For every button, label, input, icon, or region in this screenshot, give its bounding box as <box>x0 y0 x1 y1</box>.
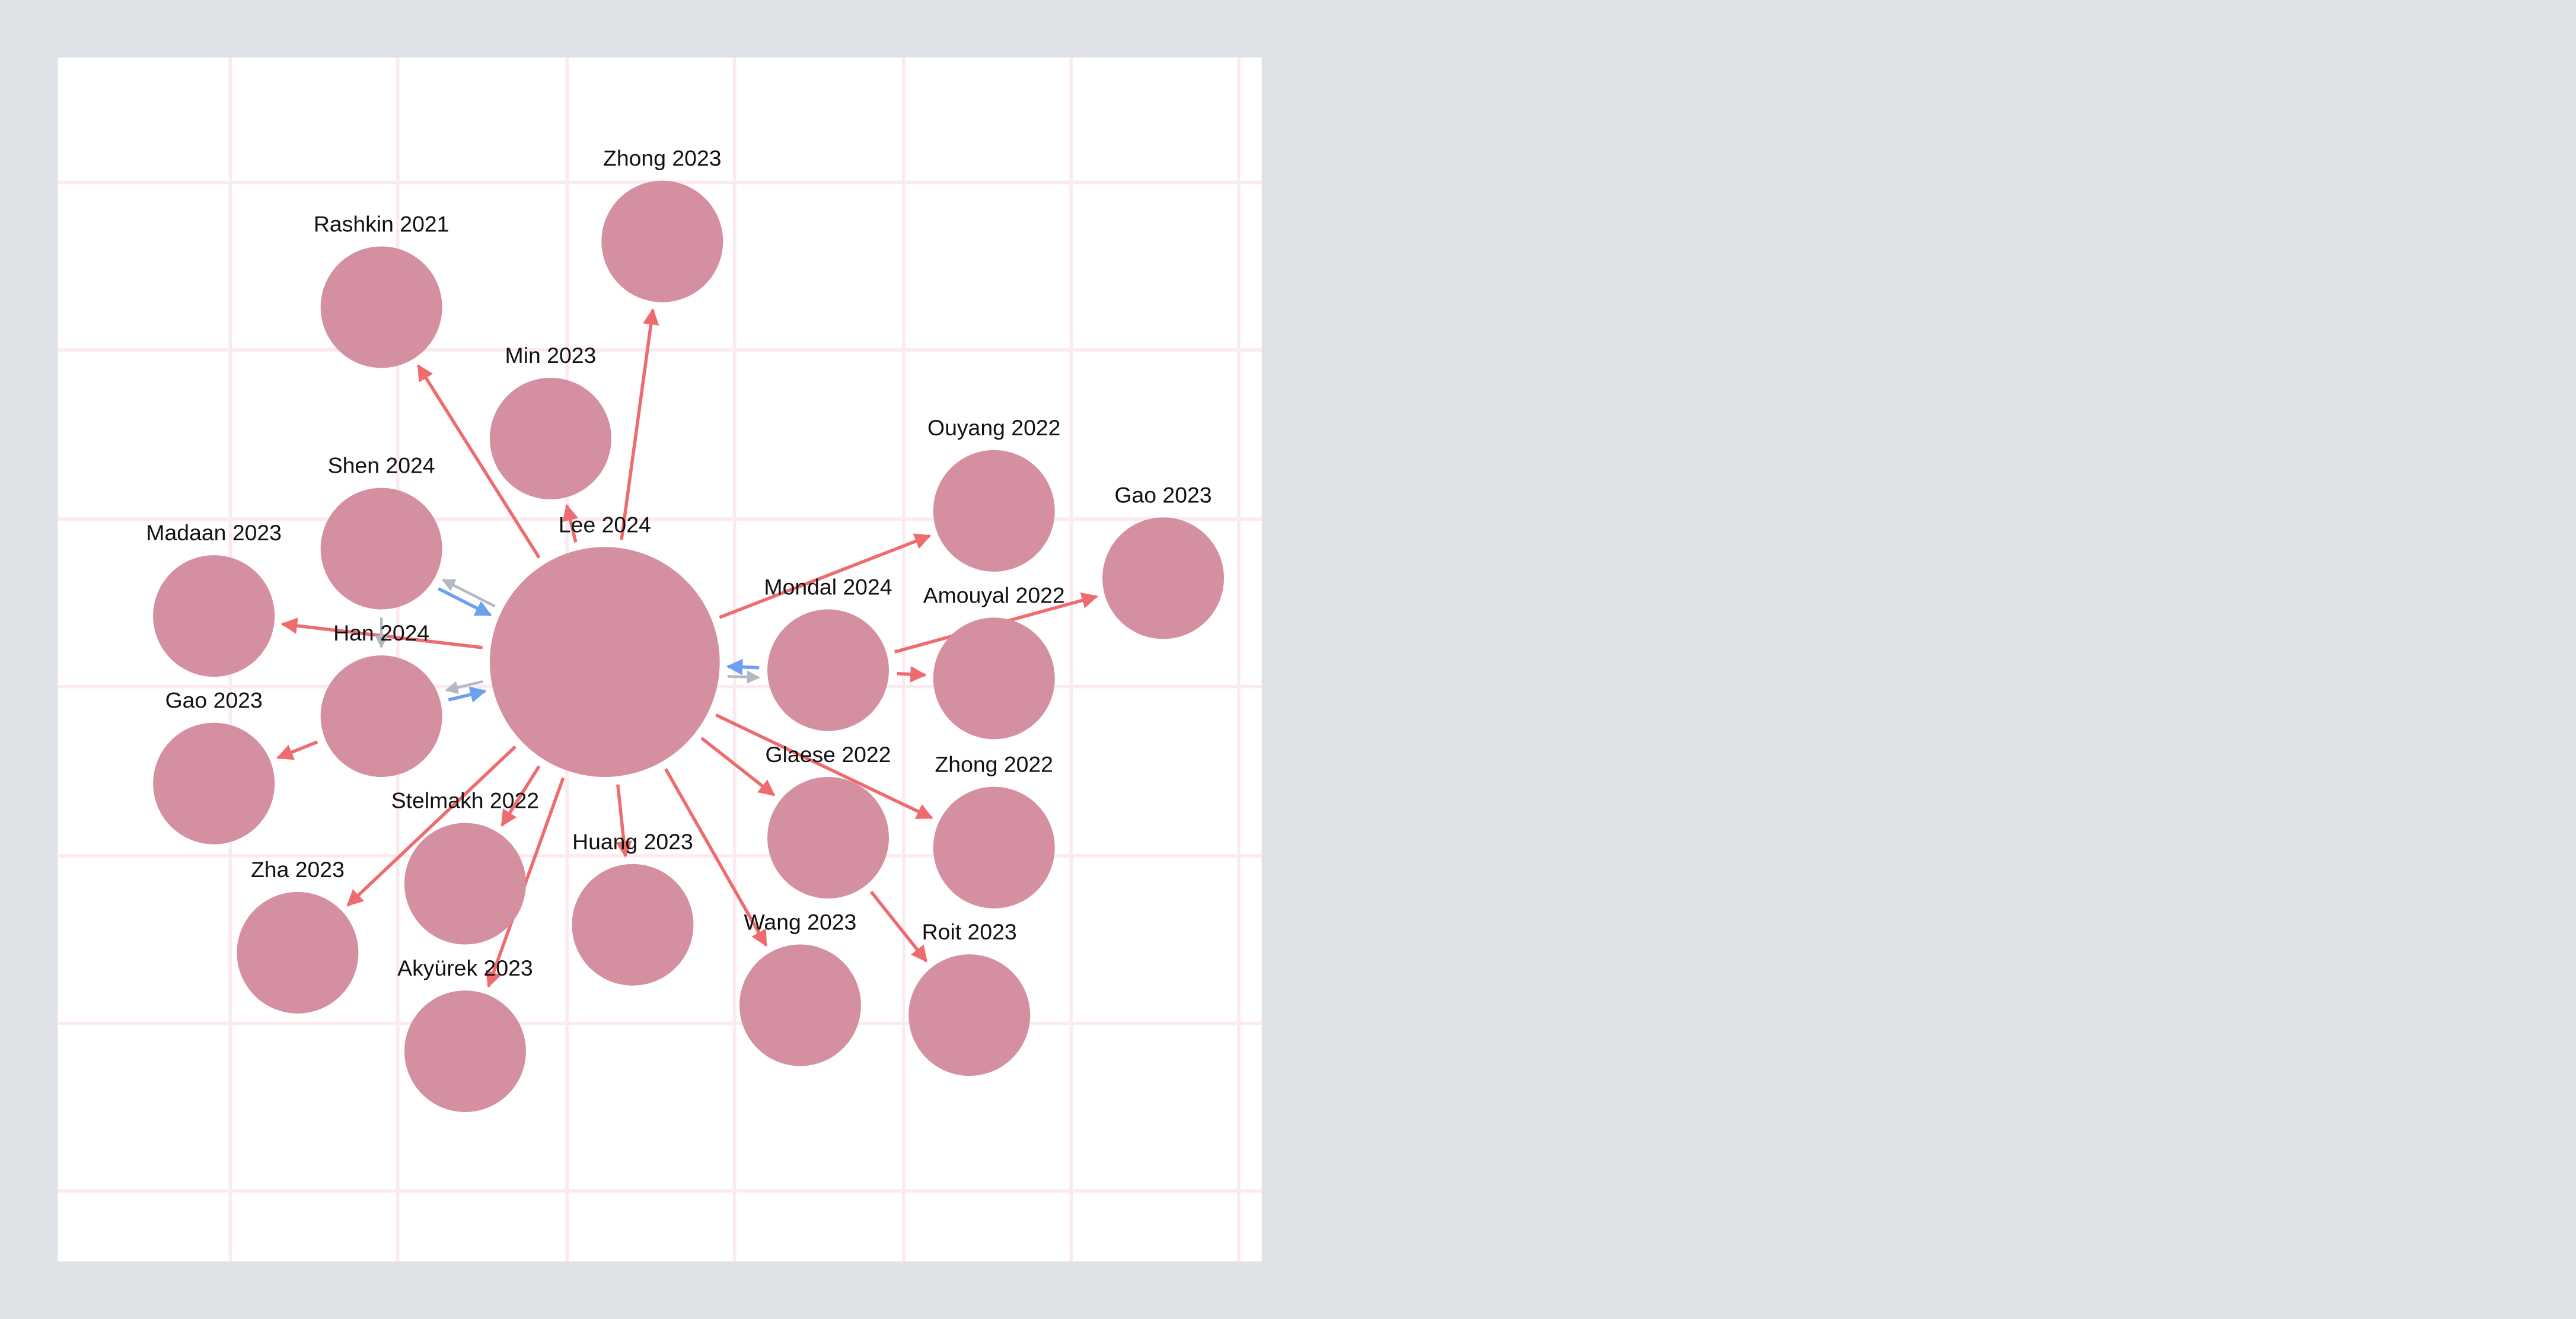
node-circle[interactable] <box>153 555 275 677</box>
node-label: Shen 2024 <box>328 453 435 478</box>
node-circle[interactable] <box>767 777 889 899</box>
node-circle[interactable] <box>767 609 889 731</box>
edge-lee2024-mondal2024 <box>727 670 760 684</box>
node-label: Min 2023 <box>505 343 597 368</box>
nodes: Lee 2024 Zhong 2023 Rashkin 2021 Min 2023 Sh… <box>146 146 1224 1113</box>
node-label: Ouyang 2022 <box>927 415 1060 440</box>
node-circle[interactable] <box>320 488 442 610</box>
node-label: Huang 2023 <box>572 829 693 854</box>
edge-glaese2022-roit2023 <box>869 890 928 963</box>
node-circle[interactable] <box>404 990 526 1113</box>
node-rashkin2021[interactable]: Rashkin 2021 <box>314 212 449 368</box>
node-gao2023a[interactable]: Gao 2023 <box>153 688 275 845</box>
node-circle[interactable] <box>320 655 442 778</box>
node-circle[interactable] <box>572 864 694 986</box>
node-zha2023[interactable]: Zha 2023 <box>237 857 359 1014</box>
node-lee2024[interactable]: Lee 2024 <box>489 512 720 778</box>
node-circle[interactable] <box>1102 517 1224 639</box>
node-label: Amouyal 2022 <box>923 582 1065 607</box>
edge-lee2024-ouyang2022 <box>719 533 932 619</box>
node-zhong2022[interactable]: Zhong 2022 <box>933 752 1055 909</box>
node-circle[interactable] <box>933 450 1055 572</box>
edge-lee2024-wang2023 <box>664 768 768 947</box>
node-label: Lee 2024 <box>559 512 651 537</box>
edge-lee2024-zhong2023 <box>620 308 659 540</box>
node-label: Gao 2023 <box>165 688 263 713</box>
node-label: Akyürek 2023 <box>397 955 533 980</box>
node-circle[interactable] <box>489 378 611 499</box>
node-han2024[interactable]: Han 2024 <box>320 620 442 778</box>
node-label: Han 2024 <box>333 620 429 645</box>
node-circle[interactable] <box>601 180 723 302</box>
edge-mondal2024-amouyal2022 <box>897 666 927 683</box>
node-circle[interactable] <box>908 954 1031 1076</box>
node-gao2023b[interactable]: Gao 2023 <box>1102 483 1224 639</box>
node-label: Stelmakh 2022 <box>391 788 539 813</box>
node-label: Roit 2023 <box>922 919 1017 944</box>
node-amouyal2022[interactable]: Amouyal 2022 <box>923 582 1065 740</box>
edges <box>276 308 1099 988</box>
edge-shen2024-lee2024 <box>438 587 492 617</box>
edge-lee2024-huang2023 <box>616 784 632 858</box>
node-ouyang2022[interactable]: Ouyang 2022 <box>927 415 1060 572</box>
node-madaan2023[interactable]: Madaan 2023 <box>146 520 282 677</box>
edge-lee2024-rashkin2021 <box>416 364 541 559</box>
node-label: Glaese 2022 <box>766 742 891 767</box>
node-zhong2023[interactable]: Zhong 2023 <box>601 146 723 302</box>
edge-lee2024-zhong2022 <box>715 713 933 820</box>
node-label: Zha 2023 <box>251 857 345 882</box>
edge-han2024-lee2024 <box>448 686 487 703</box>
edge-lee2024-glaese2022 <box>700 737 776 797</box>
node-akyurek2023[interactable]: Akyürek 2023 <box>397 955 533 1113</box>
node-circle[interactable] <box>739 944 861 1066</box>
node-stelmakh2022[interactable]: Stelmakh 2022 <box>391 788 539 945</box>
node-label: Madaan 2023 <box>146 520 282 545</box>
node-circle[interactable] <box>237 891 359 1014</box>
node-circle[interactable] <box>320 246 442 368</box>
node-label: Zhong 2022 <box>935 752 1053 777</box>
node-label: Mondal 2024 <box>764 575 892 600</box>
node-circle[interactable] <box>489 547 720 778</box>
node-shen2024[interactable]: Shen 2024 <box>320 453 442 610</box>
edge-han2024-gao2023a <box>276 740 318 760</box>
edge-lee2024-min2023 <box>562 504 579 543</box>
edge-lee2024-zha2023 <box>346 745 517 907</box>
node-label: Gao 2023 <box>1114 483 1212 508</box>
node-label: Rashkin 2021 <box>314 212 449 237</box>
edge-mondal2024-lee2024 <box>726 658 760 676</box>
node-mondal2024[interactable]: Mondal 2024 <box>764 575 892 731</box>
node-wang2023[interactable]: Wang 2023 <box>739 910 861 1066</box>
node-huang2023[interactable]: Huang 2023 <box>572 829 694 986</box>
edge-lee2024-stelmakh2022 <box>500 765 541 827</box>
node-label: Zhong 2023 <box>603 146 722 171</box>
node-circle[interactable] <box>404 823 526 945</box>
node-roit2023[interactable]: Roit 2023 <box>908 919 1031 1076</box>
node-circle[interactable] <box>153 722 275 845</box>
edge-lee2024-han2024 <box>445 680 483 694</box>
node-min2023[interactable]: Min 2023 <box>489 343 611 499</box>
node-circle[interactable] <box>933 617 1055 740</box>
node-circle[interactable] <box>933 786 1055 909</box>
node-glaese2022[interactable]: Glaese 2022 <box>766 742 891 899</box>
node-label: Wang 2023 <box>744 910 857 935</box>
